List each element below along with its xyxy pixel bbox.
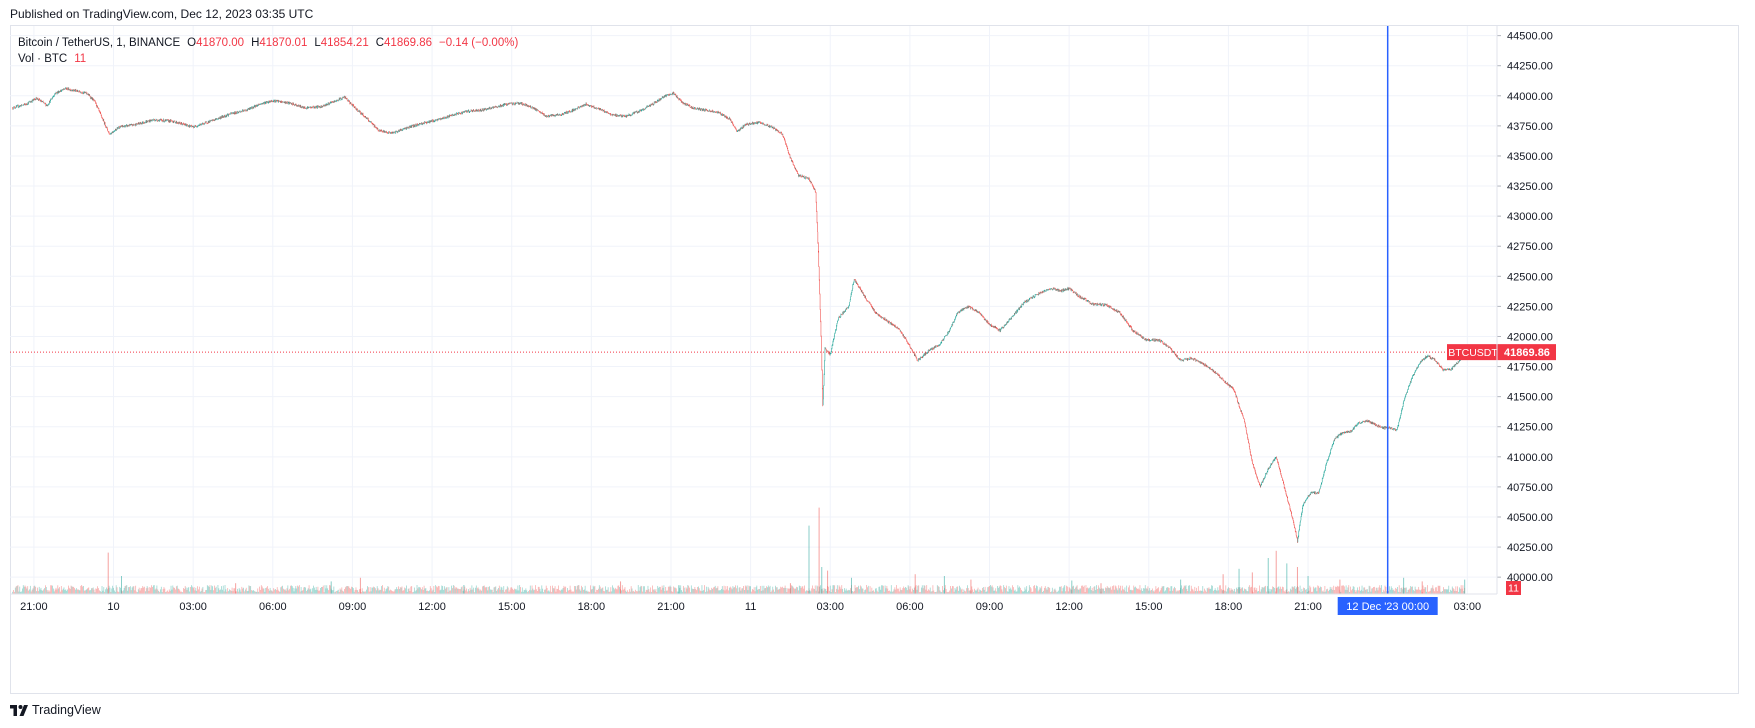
chart-grid xyxy=(10,26,1496,594)
chart-frame[interactable] xyxy=(10,25,1739,694)
volume-bars xyxy=(12,507,1466,594)
candlesticks xyxy=(12,87,1465,543)
published-caption: Published on TradingView.com, Dec 12, 20… xyxy=(10,7,314,21)
